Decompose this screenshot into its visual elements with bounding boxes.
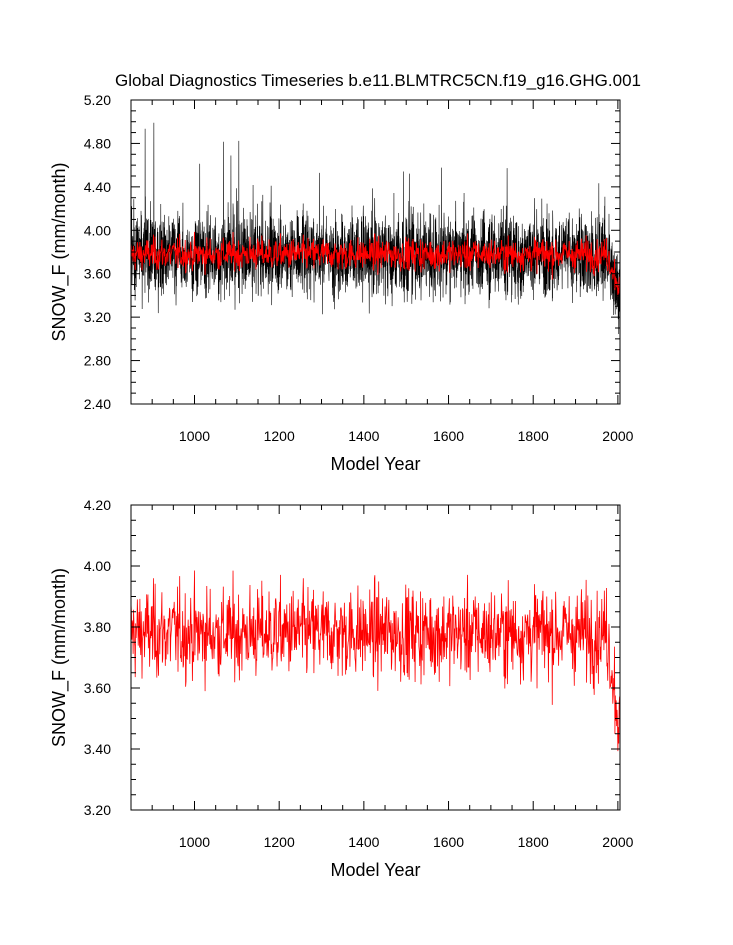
x-tick-label-1200: 1200	[264, 834, 295, 850]
plot-bottom: 1000 1200 1400 1600 1800 2000 3.20 3.40 3.60 3.80…	[49, 497, 634, 880]
plot-bottom-ticks: 1000 1200 1400 1600 1800 2000 3.20 3.40 3.60 3.80…	[84, 497, 634, 850]
x-tick-label-2000: 2000	[602, 428, 633, 444]
x-tick-label-1000: 1000	[179, 834, 210, 850]
x-tick-label-1400: 1400	[348, 834, 379, 850]
x-tick-label-1800: 1800	[518, 428, 549, 444]
y-tick-label-4: 4.00	[84, 558, 111, 574]
series-annual-line	[131, 231, 620, 297]
plot-top-ticks: 1000 1200 1400 1600 1800 2000 2.40 2.80 3.20 3.60…	[84, 92, 634, 444]
y-tick-label-5: 4.20	[84, 497, 111, 513]
y-tick-label-1: 3.40	[84, 741, 111, 757]
y-tick-label-7: 5.20	[84, 92, 111, 108]
x-tick-label-1000: 1000	[179, 428, 210, 444]
x-tick-label-1600: 1600	[433, 834, 464, 850]
plot-bottom-y-axis-title: SNOW_F (mm/month)	[49, 568, 70, 747]
x-tick-label-1400: 1400	[348, 428, 379, 444]
plot-top-x-axis-title: Model Year	[330, 454, 420, 474]
x-tick-label-1800: 1800	[518, 834, 549, 850]
y-tick-label-2: 3.60	[84, 680, 111, 696]
x-tick-label-1600: 1600	[433, 428, 464, 444]
chart-title: Global Diagnostics Timeseries b.e11.BLMT…	[115, 71, 641, 90]
y-tick-label-6: 4.80	[84, 135, 111, 151]
y-tick-label-5: 4.40	[84, 179, 111, 195]
y-tick-label-2: 3.20	[84, 309, 111, 325]
y-tick-label-0: 3.20	[84, 802, 111, 818]
series-monthly-line	[131, 122, 620, 335]
y-tick-label-3: 3.80	[84, 619, 111, 635]
y-tick-label-1: 2.80	[84, 353, 111, 369]
x-tick-label-2000: 2000	[602, 834, 633, 850]
plot-bottom-x-axis-title: Model Year	[330, 860, 420, 880]
x-tick-label-1200: 1200	[264, 428, 295, 444]
y-tick-label-0: 2.40	[84, 396, 111, 412]
y-tick-label-4: 4.00	[84, 222, 111, 238]
plot-top-y-axis-title: SNOW_F (mm/month)	[49, 162, 70, 341]
plot-bottom-series	[131, 570, 620, 752]
series-annual-line	[131, 570, 620, 752]
plot-top-series	[131, 122, 620, 335]
plot-top: 1000 1200 1400 1600 1800 2000 2.40 2.80 3.20 3.60…	[49, 92, 634, 474]
y-tick-label-3: 3.60	[84, 266, 111, 282]
